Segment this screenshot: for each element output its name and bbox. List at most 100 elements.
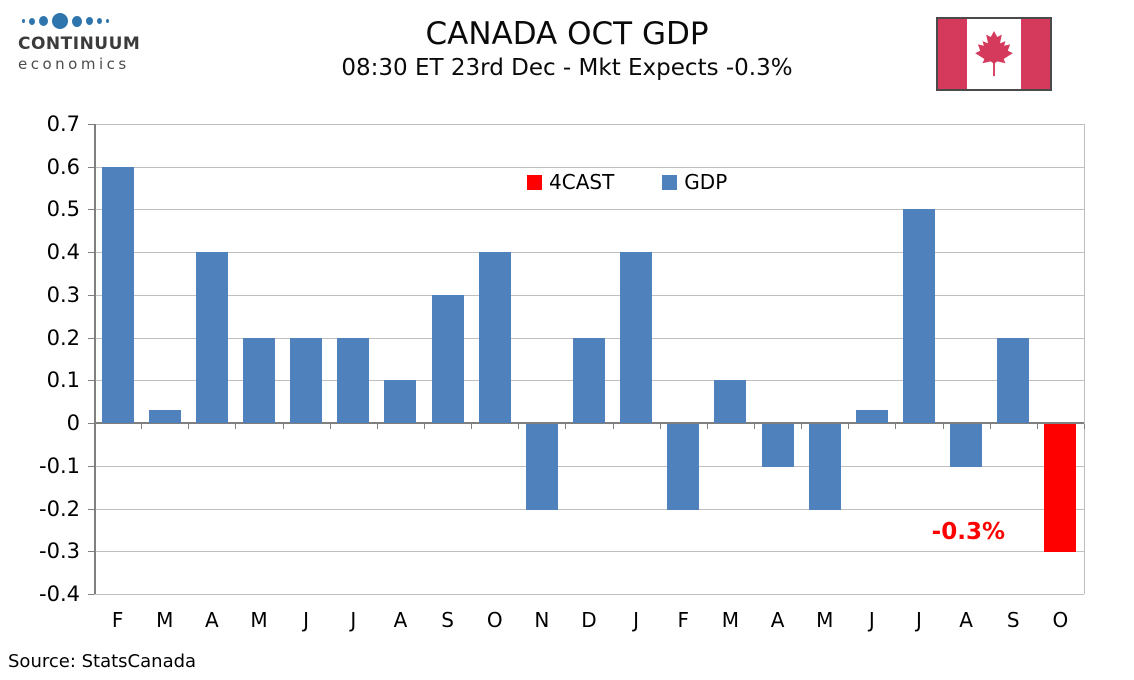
continuum-logo: CONTINUUM economics: [18, 10, 168, 73]
y-axis-label-0: 0: [66, 411, 80, 436]
forecast-annotation: -0.3%: [931, 519, 1005, 545]
gridline-0.6: [94, 166, 1084, 168]
y-axis-tick--0.4: [88, 594, 94, 595]
legend-item-4cast: 4CAST: [527, 170, 614, 194]
logo-dots-icon: [18, 10, 168, 32]
x-axis-tick: [989, 424, 991, 430]
source-label: Source: StatsCanada: [8, 651, 197, 672]
y-axis-label-0.3: 0.3: [46, 282, 80, 307]
gridline--0.4: [94, 594, 1084, 595]
bar-gdp-M-15: [808, 424, 841, 510]
x-axis-zero-line: [94, 422, 1084, 425]
gridline-0.5: [94, 209, 1084, 211]
x-axis-label-J-4: J: [303, 608, 310, 632]
x-axis-tick: [754, 424, 755, 430]
x-axis-tick: [424, 424, 425, 430]
x-axis-label-A-6: A: [393, 608, 408, 632]
bar-gdp-J-11: [620, 252, 653, 424]
legend-label-gdp: GDP: [684, 170, 728, 194]
x-axis-tick: [942, 424, 944, 430]
x-axis-label-A-14: A: [770, 608, 785, 632]
y-axis-label--0.4: -0.4: [39, 582, 80, 606]
x-axis-label-S-7: S: [441, 608, 454, 632]
x-axis-label-A-2: A: [205, 608, 219, 632]
x-axis-tick: [659, 424, 661, 430]
x-axis-label-O-20: O: [1052, 608, 1069, 632]
x-axis-label-A-18: A: [959, 608, 973, 632]
gridline--0.3: [94, 551, 1084, 553]
logo-brand-text: CONTINUUM: [18, 34, 141, 54]
logo-sub-text: economics: [18, 55, 130, 73]
x-axis-label-M-3: M: [250, 608, 268, 632]
x-axis-tick: [848, 424, 850, 430]
bar-gdp-A-14: [761, 424, 794, 467]
x-axis-label-N-9: N: [534, 608, 550, 632]
x-axis-tick: [1036, 424, 1038, 430]
bar-gdp-A-2: [195, 252, 228, 424]
x-axis-tick: [329, 424, 331, 430]
x-axis-label-J-17: J: [916, 608, 922, 632]
x-axis-tick: [141, 424, 143, 430]
y-axis-label-0.1: 0.1: [46, 368, 80, 393]
x-axis-tick: [612, 424, 614, 430]
flag-red-band-left: [938, 19, 968, 89]
x-axis-tick: [801, 424, 803, 430]
chart-legend: 4CAST GDP: [527, 170, 727, 194]
legend-item-gdp: GDP: [662, 170, 727, 194]
gridline--0.1: [94, 465, 1084, 467]
bar-gdp-F-0: [101, 166, 134, 424]
y-axis-tick-0.2: [88, 337, 94, 339]
bar-gdp-M-1: [148, 410, 181, 424]
canada-flag-icon: [936, 17, 1052, 91]
x-axis-tick: [94, 424, 95, 430]
y-axis-label--0.3: -0.3: [39, 539, 80, 564]
flag-white-center: [967, 19, 1021, 89]
legend-swatch-4cast: [527, 174, 542, 190]
x-axis-label-M-15: M: [816, 608, 834, 632]
x-axis-tick: [565, 424, 567, 430]
y-axis-label-0.2: 0.2: [46, 325, 80, 350]
x-axis-label-M-1: M: [156, 608, 174, 632]
bar-gdp-O-8: [478, 252, 511, 424]
x-axis-label-J-5: J: [350, 608, 357, 632]
x-axis-tick: [518, 424, 520, 430]
legend-label-4cast: 4CAST: [549, 170, 615, 194]
x-axis-label-S-19: S: [1006, 608, 1020, 632]
bar-gdp-J-5: [337, 337, 370, 424]
y-axis-tick-0.3: [88, 294, 94, 296]
x-axis-label-J-11: J: [633, 608, 640, 632]
x-axis-label-J-16: J: [868, 608, 875, 632]
x-axis-tick: [471, 424, 473, 430]
bar-gdp-N-9: [525, 424, 558, 510]
bar-gdp-M-3: [243, 337, 275, 424]
x-axis-label-O-8: O: [486, 608, 503, 632]
x-axis-label-D-10: D: [581, 608, 597, 632]
bar-gdp-S-7: [431, 294, 464, 424]
y-axis-tick-0.4: [88, 252, 94, 254]
bar-gdp-J-16: [855, 410, 888, 424]
y-axis-label-0.6: 0.6: [46, 154, 80, 179]
y-axis-label--0.2: -0.2: [39, 496, 80, 521]
y-axis-label-0.7: 0.7: [46, 112, 80, 136]
x-axis-label-F-12: F: [677, 608, 690, 632]
y-axis-tick-0.7: [88, 124, 94, 125]
gridline--0.2: [94, 508, 1084, 510]
y-axis-tick-0.1: [88, 380, 94, 382]
x-axis-tick: [1084, 424, 1085, 430]
x-axis-tick: [188, 424, 190, 430]
legend-swatch-gdp: [662, 174, 678, 190]
maple-leaf-icon: [975, 31, 1013, 77]
y-axis-line: [94, 124, 96, 594]
y-axis-tick--0.1: [88, 465, 94, 467]
x-axis-tick: [706, 424, 708, 430]
bar-gdp-J-4: [290, 337, 323, 424]
gridline-0.3: [94, 294, 1084, 296]
bar-4cast-O-20: [1044, 424, 1077, 553]
y-axis-tick--0.2: [88, 508, 94, 510]
flag-red-band-right: [1020, 19, 1050, 89]
gridline-0.7: [94, 124, 1084, 125]
x-axis-tick: [376, 424, 378, 430]
y-axis-label--0.1: -0.1: [39, 453, 80, 478]
